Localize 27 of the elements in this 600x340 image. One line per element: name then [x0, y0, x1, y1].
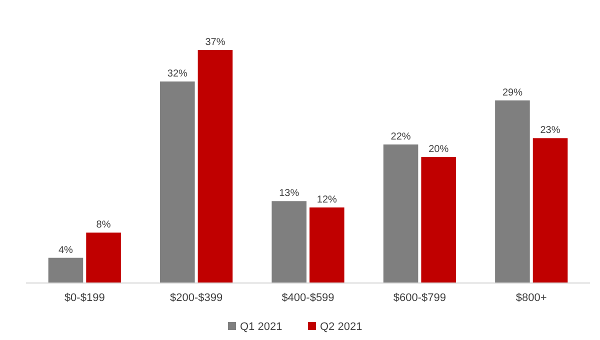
data-label: 12%	[316, 194, 338, 206]
bar	[421, 157, 456, 283]
x-tick-label: $0-$199	[64, 292, 105, 304]
bar	[495, 100, 530, 283]
bar	[310, 207, 344, 283]
bar	[272, 201, 306, 283]
data-label: 13%	[279, 188, 300, 200]
x-tick-label: $800+	[516, 292, 547, 304]
data-label: 22%	[390, 131, 411, 142]
legend-label: Q1 2021	[240, 321, 282, 333]
bar	[383, 144, 418, 283]
data-label: 4%	[58, 244, 74, 256]
data-label: 29%	[502, 87, 523, 98]
x-tick-label: $200-$399	[170, 292, 223, 304]
bar	[532, 138, 568, 283]
bar	[198, 50, 233, 283]
data-label: 8%	[96, 220, 111, 231]
x-tick-label: $600-$799	[393, 292, 446, 304]
data-label: 32%	[167, 68, 188, 80]
bar	[86, 232, 121, 283]
bar	[48, 258, 84, 283]
legend-label: Q2 2021	[320, 321, 362, 333]
data-label: 20%	[428, 144, 449, 156]
data-label: 23%	[540, 125, 560, 136]
bar	[160, 81, 195, 283]
x-tick-label: $400-$599	[282, 292, 334, 304]
data-label: 37%	[205, 37, 226, 48]
